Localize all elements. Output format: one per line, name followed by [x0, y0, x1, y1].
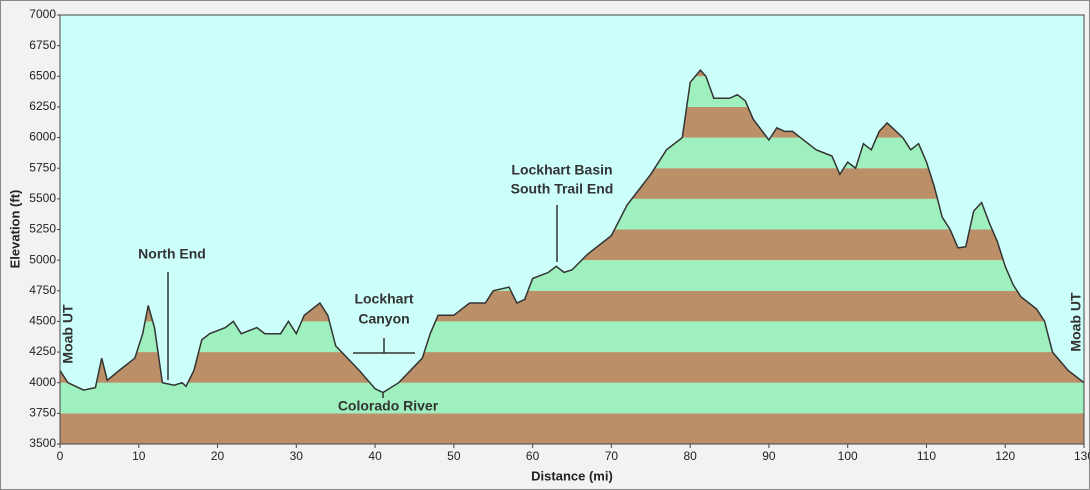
y-tick-label: 3500 [29, 436, 56, 450]
x-tick-label: 60 [526, 449, 540, 463]
y-tick-label: 6750 [29, 38, 56, 52]
x-tick-label: 80 [683, 449, 697, 463]
y-tick-label: 6250 [29, 99, 56, 113]
y-tick-label: 5250 [29, 222, 56, 236]
x-axis-label: Distance (mi) [531, 468, 613, 483]
y-tick-label: 6000 [29, 130, 56, 144]
elevation-band [60, 382, 1084, 414]
y-tick-label: 5000 [29, 252, 56, 266]
annotation: Colorado River [338, 398, 439, 414]
x-tick-label: 50 [447, 449, 461, 463]
x-tick-label: 0 [57, 449, 64, 463]
annotation: Lockhart Basin [511, 162, 612, 178]
x-tick-label: 40 [368, 449, 382, 463]
y-tick-label: 4500 [29, 314, 56, 328]
y-tick-label: 4000 [29, 375, 56, 389]
annotation: North End [138, 246, 206, 262]
annotation: Canyon [358, 311, 409, 327]
x-tick-label: 90 [762, 449, 776, 463]
annotation: Moab UT [60, 304, 76, 364]
x-tick-label: 30 [290, 449, 304, 463]
elevation-band [60, 321, 1084, 353]
annotation: Moab UT [1068, 292, 1084, 352]
x-tick-label: 120 [995, 449, 1015, 463]
annotation: South Trail End [511, 181, 614, 197]
annotation: Lockhart [354, 291, 413, 307]
y-tick-label: 5750 [29, 160, 56, 174]
y-tick-label: 4250 [29, 344, 56, 358]
profile-line [59, 69, 1085, 394]
y-tick-label: 4750 [29, 283, 56, 297]
y-tick-label: 7000 [29, 7, 56, 21]
elevation-band [60, 352, 1084, 383]
y-axis-label: Elevation (ft) [7, 190, 22, 269]
y-tick-label: 3750 [29, 406, 56, 420]
x-tick-label: 100 [838, 449, 858, 463]
y-tick-label: 6500 [29, 68, 56, 82]
elevation-band [60, 413, 1084, 444]
x-tick-label: 110 [917, 449, 936, 463]
x-tick-label: 70 [605, 449, 619, 463]
x-tick-label: 20 [211, 449, 225, 463]
x-tick-label: 130 [1074, 449, 1090, 463]
x-tick-label: 10 [132, 449, 146, 463]
y-tick-label: 5500 [29, 191, 56, 205]
